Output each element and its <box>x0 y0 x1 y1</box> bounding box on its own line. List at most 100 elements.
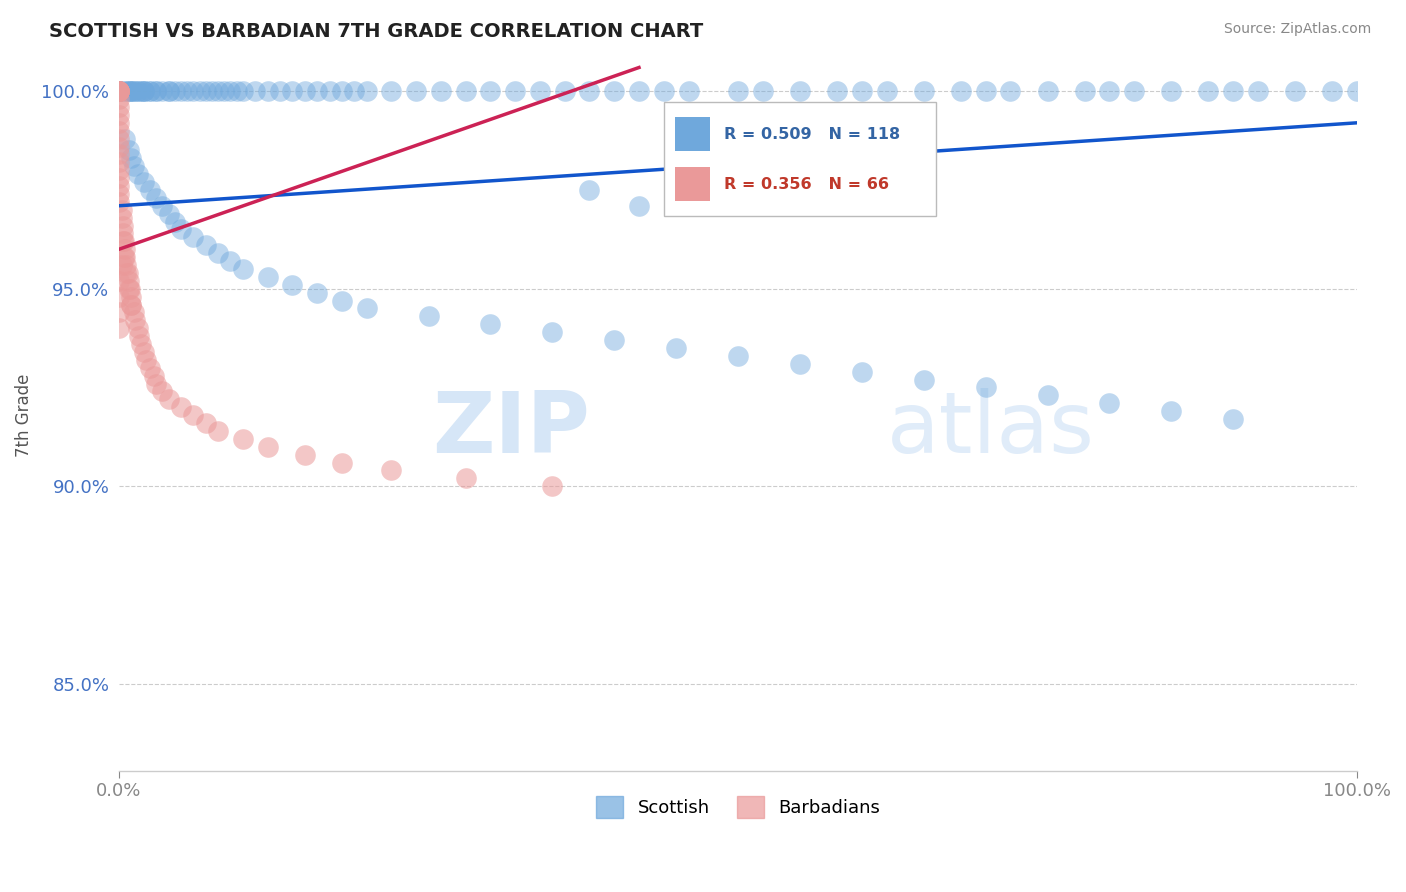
Point <box>652 84 675 98</box>
Point <box>120 297 142 311</box>
Point <box>188 84 211 98</box>
Point <box>120 84 142 98</box>
Point <box>108 84 131 98</box>
Point <box>307 285 329 300</box>
Point <box>851 365 873 379</box>
Point <box>124 313 146 327</box>
Point <box>108 321 131 335</box>
Point <box>541 479 564 493</box>
Point <box>912 373 935 387</box>
Point <box>114 131 136 145</box>
Point <box>132 84 155 98</box>
Point <box>194 84 217 98</box>
Point <box>132 345 155 359</box>
Point <box>430 84 453 98</box>
Point <box>789 357 811 371</box>
Point <box>114 250 136 264</box>
Point <box>529 84 551 98</box>
Point <box>111 235 134 249</box>
Point <box>108 305 131 319</box>
Point <box>1160 404 1182 418</box>
Point <box>127 84 149 98</box>
Point <box>110 258 132 272</box>
Point <box>108 84 131 98</box>
Point <box>207 84 229 98</box>
Point <box>603 84 626 98</box>
Point <box>118 274 141 288</box>
Point <box>294 84 316 98</box>
Point <box>108 155 131 169</box>
Point <box>108 124 131 138</box>
Point <box>170 401 193 415</box>
Legend: Scottish, Barbadians: Scottish, Barbadians <box>589 789 887 826</box>
Point <box>157 207 180 221</box>
Point <box>454 471 477 485</box>
Point <box>139 84 162 98</box>
Point <box>454 84 477 98</box>
Point <box>122 84 145 98</box>
Point <box>752 84 775 98</box>
Point <box>232 84 254 98</box>
Point <box>554 84 576 98</box>
Point <box>117 266 139 280</box>
Point <box>157 392 180 407</box>
Point <box>1322 84 1344 98</box>
Point <box>405 84 427 98</box>
Y-axis label: 7th Grade: 7th Grade <box>15 374 32 457</box>
Point <box>256 440 278 454</box>
Point <box>115 258 138 272</box>
Point <box>108 84 131 98</box>
Point <box>115 266 138 280</box>
Point <box>1123 84 1146 98</box>
Point <box>135 352 157 367</box>
Point <box>183 84 205 98</box>
Point <box>503 84 526 98</box>
Point <box>108 84 131 98</box>
Point <box>111 219 134 233</box>
Point <box>330 456 353 470</box>
Point <box>603 333 626 347</box>
Point <box>201 84 224 98</box>
Point <box>214 84 236 98</box>
Point <box>727 349 749 363</box>
Point <box>157 84 180 98</box>
Point <box>120 290 142 304</box>
Point <box>578 183 600 197</box>
Point <box>118 84 141 98</box>
Point <box>108 274 131 288</box>
Point <box>108 163 131 178</box>
Point <box>1247 84 1270 98</box>
Point <box>1284 84 1306 98</box>
Point <box>110 211 132 225</box>
Point <box>294 448 316 462</box>
Point <box>330 84 353 98</box>
Point <box>1197 84 1219 98</box>
Point <box>665 341 688 355</box>
Point <box>108 92 131 106</box>
Point <box>114 242 136 256</box>
Point <box>131 84 153 98</box>
Point <box>479 84 502 98</box>
Point <box>108 139 131 153</box>
Point <box>120 84 142 98</box>
Point <box>108 84 131 98</box>
Point <box>132 84 155 98</box>
Point <box>131 337 153 351</box>
Point <box>111 227 134 241</box>
Point <box>1073 84 1095 98</box>
Point <box>145 84 167 98</box>
Point <box>627 199 650 213</box>
Point <box>356 84 378 98</box>
Point <box>139 183 162 197</box>
Point <box>1036 84 1059 98</box>
Point <box>108 84 131 98</box>
Point <box>108 179 131 194</box>
Point <box>120 282 142 296</box>
Point <box>108 131 131 145</box>
Point <box>163 84 186 98</box>
Point <box>256 269 278 284</box>
Point <box>170 222 193 236</box>
Point <box>678 84 700 98</box>
Point <box>1222 412 1244 426</box>
Point <box>132 84 155 98</box>
